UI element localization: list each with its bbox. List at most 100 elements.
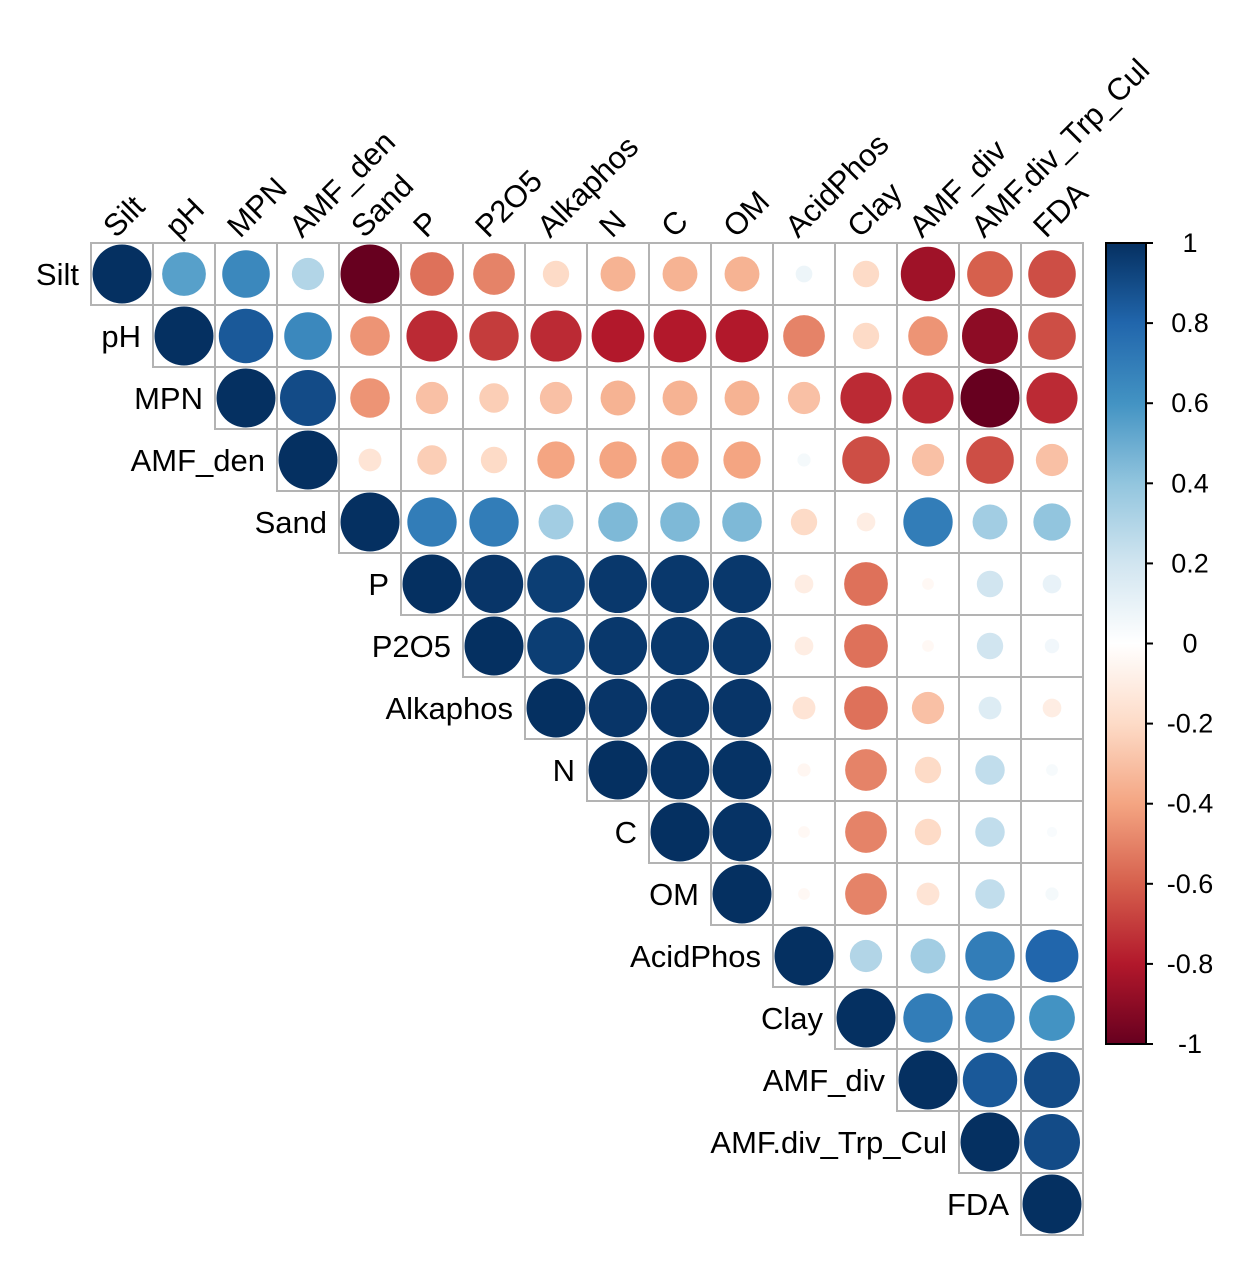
corr-circle-P-OM <box>712 554 772 614</box>
corr-circle-Alkaphos-C <box>650 678 710 738</box>
colorbar-tick-label: 1 <box>1182 228 1197 258</box>
corr-circle-Sand-P2O5 <box>469 497 519 547</box>
corr-circle-Alkaphos-FDA <box>1042 698 1062 718</box>
corr-circle-Silt-Silt <box>92 244 152 304</box>
corr-circle-MPN-OM <box>724 380 760 416</box>
colorbar-tick-label: 0.6 <box>1171 388 1209 418</box>
corr-circle-AMF_den-P <box>417 445 447 475</box>
corr-circle-MPN-AMF.div_Trp_Cul <box>960 368 1020 428</box>
corr-circle-pH-Clay <box>852 322 880 350</box>
row-label: pH <box>101 319 141 354</box>
colorbar-tick-label: 0.8 <box>1171 308 1209 338</box>
corr-circle-P2O5-Clay <box>844 624 888 668</box>
corr-circle-P-AcidPhos <box>794 574 814 594</box>
cell-FDA-FDA <box>1020 1172 1084 1236</box>
corr-circle-AMF_den-AMF_den <box>278 430 338 490</box>
corr-circle-Alkaphos-N <box>588 678 648 738</box>
corr-circle-AMF.div_Trp_Cul-FDA <box>1024 1114 1080 1170</box>
corr-circle-Alkaphos-Alkaphos <box>526 678 586 738</box>
corr-circle-Silt-Alkaphos <box>542 260 570 288</box>
corr-circle-OM-AMF.div_Trp_Cul <box>975 879 1005 909</box>
corr-circle-OM-Clay <box>845 873 887 915</box>
corr-circle-P-P2O5 <box>464 554 524 614</box>
row-label: AcidPhos <box>630 939 761 974</box>
corr-circle-Sand-Alkaphos <box>538 504 574 540</box>
corr-circle-C-OM <box>712 802 772 862</box>
corr-circle-P2O5-FDA <box>1044 638 1060 654</box>
corr-circle-Alkaphos-AcidPhos <box>792 696 816 720</box>
corr-circle-C-FDA <box>1046 826 1058 838</box>
row-label: Sand <box>255 505 327 540</box>
corr-circle-AMF_den-FDA <box>1035 443 1069 477</box>
corr-circle-pH-Alkaphos <box>530 310 582 362</box>
corr-circle-C-AcidPhos <box>798 826 810 838</box>
row-label: MPN <box>134 381 203 416</box>
corr-circle-Sand-FDA <box>1033 503 1071 541</box>
corr-circle-pH-AMF.div_Trp_Cul <box>962 308 1018 364</box>
corr-circle-pH-N <box>591 309 645 363</box>
grid-layer <box>90 242 1084 1236</box>
corr-circle-Clay-FDA <box>1029 995 1075 1041</box>
corr-circle-OM-AMF_div <box>916 882 940 906</box>
corr-circle-P2O5-N <box>588 616 648 676</box>
corr-circle-Clay-Clay <box>836 988 896 1048</box>
corr-circle-Alkaphos-AMF.div_Trp_Cul <box>978 696 1002 720</box>
corr-circle-C-Clay <box>845 811 887 853</box>
column-label: pH <box>158 191 211 244</box>
corr-circle-AMF_div-AMF.div_Trp_Cul <box>962 1052 1018 1108</box>
corr-circle-MPN-Alkaphos <box>539 381 573 415</box>
colorbar-tick-label: -0.8 <box>1167 949 1214 979</box>
corr-circle-Silt-P <box>410 252 454 296</box>
corr-circle-MPN-P <box>415 381 449 415</box>
column-label: N <box>592 203 633 244</box>
corr-circle-Sand-Clay <box>856 512 876 532</box>
colorbar-gradient <box>1105 242 1147 1045</box>
corr-circle-N-N <box>588 740 648 800</box>
column-label: P <box>406 205 445 244</box>
row-label: AMF_div <box>763 1063 886 1098</box>
corr-circle-P2O5-C <box>650 616 710 676</box>
corr-circle-Silt-MPN <box>222 250 270 298</box>
corr-circle-Sand-Sand <box>340 492 400 552</box>
corr-circle-MPN-P2O5 <box>479 383 509 413</box>
corr-circle-Clay-AMF_div <box>903 993 953 1043</box>
colorbar-tick-label: -1 <box>1178 1029 1202 1059</box>
corr-circle-C-C <box>650 802 710 862</box>
corr-circle-pH-P <box>406 310 458 362</box>
corr-circle-AcidPhos-FDA <box>1025 929 1079 983</box>
corr-circle-Sand-N <box>598 502 638 542</box>
corr-circle-pH-AMF_div <box>908 316 948 356</box>
corr-circle-OM-FDA <box>1045 887 1059 901</box>
corr-circle-AcidPhos-AcidPhos <box>774 926 834 986</box>
colorbar-tick-label: -0.4 <box>1167 789 1214 819</box>
corr-circle-MPN-N <box>600 380 636 416</box>
corr-circle-pH-C <box>653 309 707 363</box>
corr-circle-N-AMF.div_Trp_Cul <box>975 755 1005 785</box>
corr-circle-MPN-AMF_div <box>902 372 954 424</box>
corr-circle-P-C <box>650 554 710 614</box>
corr-circle-Clay-AMF.div_Trp_Cul <box>965 993 1015 1043</box>
corr-circle-MPN-AMF_den <box>280 370 336 426</box>
corr-circle-Sand-AMF_div <box>903 497 953 547</box>
corr-circle-P-AMF.div_Trp_Cul <box>976 570 1004 598</box>
corr-circle-Sand-C <box>660 502 700 542</box>
corr-circle-AMF_den-P2O5 <box>480 446 508 474</box>
corr-circle-AMF_den-AcidPhos <box>797 453 811 467</box>
row-label: N <box>553 753 575 788</box>
corr-circle-MPN-AcidPhos <box>787 381 821 415</box>
corr-circle-OM-OM <box>712 864 772 924</box>
corr-circle-pH-AMF_den <box>284 312 332 360</box>
column-label: C <box>654 203 695 244</box>
corr-circle-FDA-FDA <box>1022 1174 1082 1234</box>
row-label: FDA <box>947 1187 1009 1222</box>
column-label: MPN <box>220 170 293 243</box>
corr-circle-MPN-MPN <box>216 368 276 428</box>
corr-circle-C-AMF.div_Trp_Cul <box>975 817 1005 847</box>
corr-circle-Silt-FDA <box>1028 250 1076 298</box>
corr-circle-N-OM <box>712 740 772 800</box>
row-label: AMF.div_Trp_Cul <box>710 1125 947 1160</box>
corr-circle-P-N <box>588 554 648 614</box>
corr-circle-Sand-OM <box>722 502 762 542</box>
